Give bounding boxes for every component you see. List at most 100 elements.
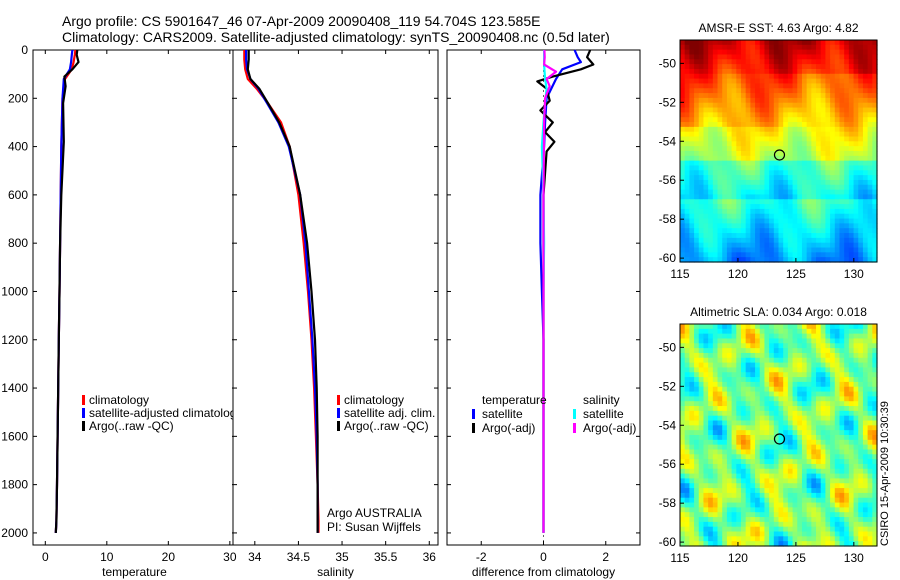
heatmap-cell [839,483,845,489]
heatmap-cell [708,473,714,480]
y-tick-label: -52 [659,95,677,109]
heatmap-cell [820,324,826,330]
heatmap-cell [872,136,878,142]
heatmap-cell [783,165,789,171]
heatmap-cell [792,165,798,171]
heatmap-cell [834,459,841,465]
heatmap-cell [858,377,864,383]
heatmap-cell [759,126,766,133]
heatmap-cell [712,131,719,138]
heatmap-cell [712,454,719,460]
heatmap-cell [783,352,789,359]
heatmap-cell [792,328,798,335]
heatmap-cell [816,247,822,253]
heatmap-cell [816,64,822,70]
heatmap-cell [764,377,770,383]
heatmap-cell [853,391,859,397]
heatmap-cell [680,107,686,113]
heatmap-cell [862,541,869,547]
heatmap-cell [830,425,836,431]
heatmap-cell [726,502,733,508]
heatmap-cell [844,242,850,249]
heatmap-cell [680,507,686,513]
heatmap-cell [703,488,709,494]
heatmap-cell [703,165,709,171]
heatmap-cell [684,439,690,446]
heatmap-cell [825,112,831,118]
heatmap-cell [848,406,855,412]
heatmap-cell [792,97,798,104]
heatmap-cell [740,242,747,249]
heatmap-cell [830,343,836,349]
heatmap-cell [684,507,690,513]
heatmap-cell [759,213,766,220]
heatmap-cell [830,449,836,455]
heatmap-cell [694,151,700,157]
heatmap-cell [839,536,845,542]
heatmap-cell [726,170,733,176]
heatmap-cell [680,146,686,152]
heatmap-cell [698,88,705,94]
heatmap-cell [703,352,709,359]
heatmap-cell [726,459,733,465]
heatmap-cell [764,338,770,344]
heatmap-cell [830,64,836,70]
map-title: Altimetric SLA: 0.034 Argo: 0.018 [690,305,867,319]
heatmap-cell [811,213,817,220]
heatmap-cell [740,357,747,364]
heatmap-cell [717,257,723,263]
heatmap-cell [801,252,808,258]
heatmap-cell [708,59,714,65]
heatmap-cell [853,430,859,436]
heatmap-cell [712,49,719,56]
heatmap-cell [717,430,723,436]
heatmap-cell [726,324,733,330]
heatmap-cell [769,44,775,51]
heatmap-cell [684,131,690,138]
heatmap-cell [740,381,747,388]
heatmap-cell [787,40,794,46]
heatmap-cell [839,175,845,181]
heatmap-cell [694,468,700,475]
heatmap-cell [834,401,841,407]
heatmap-cell [689,257,695,263]
heatmap-cell [769,502,775,508]
heatmap-cell [689,541,695,547]
heatmap-cell [825,517,831,523]
heatmap-cell [694,406,700,412]
heatmap-cell [797,40,803,46]
heatmap-cell [867,512,873,518]
heatmap-cell [872,541,878,547]
heatmap-cell [769,117,775,123]
heatmap-cell [844,435,850,441]
heatmap-cell [694,415,700,422]
heatmap-cell [797,228,803,234]
heatmap-cell [708,492,714,499]
heatmap-cell [712,257,719,263]
heatmap-cell [806,415,812,422]
heatmap-cell [848,179,855,186]
heatmap-cell [764,444,770,451]
heatmap-cell [820,252,826,258]
figure-title-line1: Argo profile: CS 5901647_46 07-Apr-2009 … [62,13,541,29]
heatmap-cell [694,536,700,542]
heatmap-cell [816,507,822,513]
heatmap-cell [708,420,714,426]
heatmap-cell [820,170,826,176]
heatmap-cell [708,88,714,94]
heatmap-cell [684,420,690,426]
heatmap-cell [759,521,766,528]
heatmap-cell [811,401,817,407]
heatmap-cell [698,391,705,397]
heatmap-cell [797,237,803,244]
heatmap-cell [806,218,812,224]
heatmap-cell [694,165,700,171]
heatmap-cell [811,352,817,359]
heatmap-cell [816,502,822,508]
heatmap-cell [736,88,742,94]
heatmap-cell [778,343,784,349]
heatmap-cell [698,160,705,167]
heatmap-cell [834,478,841,484]
heatmap-cell [717,483,723,489]
heatmap-cell [816,343,822,349]
